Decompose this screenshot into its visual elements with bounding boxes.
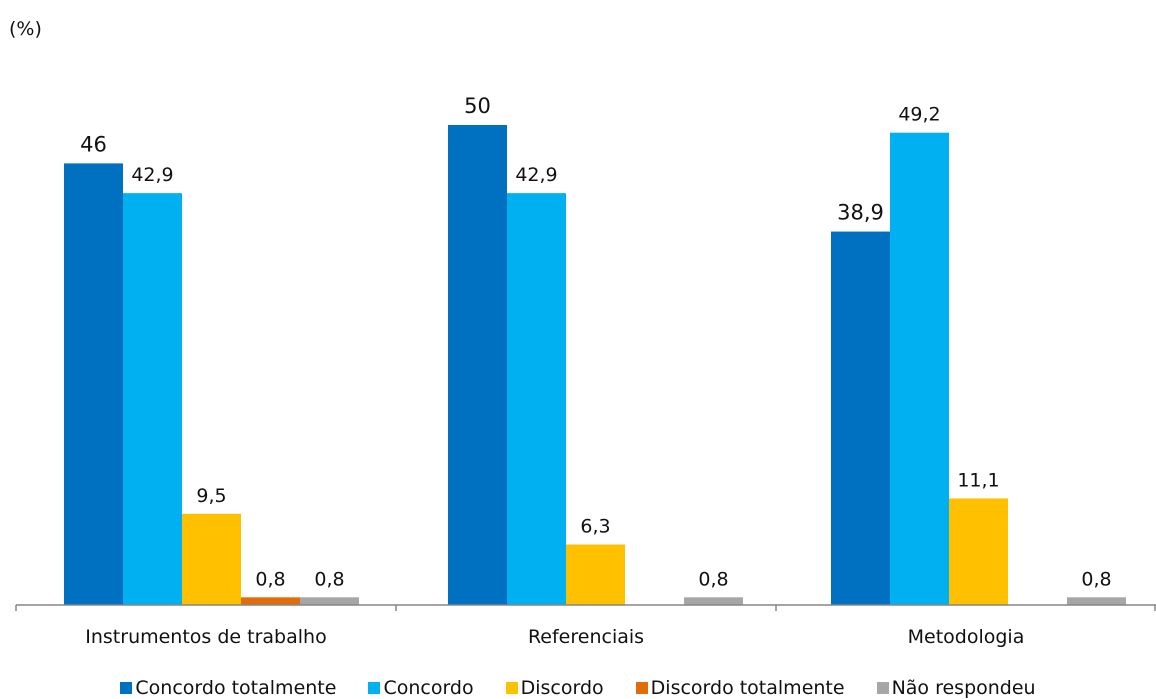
- bar: [507, 193, 566, 605]
- legend-item: Discordo totalmente: [635, 677, 845, 699]
- bars-group: [64, 125, 1126, 605]
- legend-item: Discordo: [505, 677, 604, 699]
- data-label: 0,8: [698, 568, 728, 590]
- legend-label: Discordo: [520, 677, 604, 699]
- bar: [123, 193, 182, 605]
- data-label: 0,8: [314, 568, 344, 590]
- legend-swatch: [120, 682, 133, 694]
- legend-swatch: [368, 682, 381, 694]
- bar: [684, 597, 743, 605]
- bar: [890, 132, 949, 605]
- bar: [182, 513, 241, 605]
- bar: [241, 597, 300, 605]
- bar-chart: 46 42,9 9,5 0,8 0,8 50 42,9 6,3 0,8 38,9 49,2 11,1 0…: [15, 94, 1156, 648]
- data-label: 9,5: [196, 485, 226, 507]
- bar: [949, 498, 1008, 605]
- data-label: 11,1: [957, 469, 999, 491]
- unit-label: (%): [9, 18, 42, 40]
- bar: [64, 163, 123, 605]
- data-label: 0,8: [1081, 568, 1111, 590]
- x-axis: [15, 604, 1156, 611]
- data-label: 42,9: [515, 164, 557, 186]
- legend-item: Concordo totalmente: [120, 677, 336, 699]
- category-label: Metodologia: [908, 626, 1025, 648]
- data-label: 42,9: [131, 164, 173, 186]
- bar: [300, 597, 359, 605]
- legend-label: Discordo totalmente: [650, 677, 845, 699]
- category-label: Instrumentos de trabalho: [85, 626, 326, 648]
- legend-item: Não respondeu: [876, 677, 1036, 699]
- data-label: 0,8: [255, 568, 285, 590]
- bar: [831, 231, 890, 605]
- category-labels-group: Instrumentos de trabalho Referenciais Meto…: [85, 626, 1024, 648]
- category-label: Referenciais: [528, 626, 644, 648]
- legend-swatch: [876, 682, 889, 694]
- data-label: 6,3: [580, 516, 610, 538]
- legend-label: Não respondeu: [891, 677, 1036, 699]
- value-labels-group: 46 42,9 9,5 0,8 0,8 50 42,9 6,3 0,8 38,9 49,2 11,1 0…: [80, 94, 1111, 590]
- data-label: 38,9: [837, 201, 884, 225]
- data-label: 49,2: [898, 104, 940, 126]
- bar: [566, 544, 625, 605]
- legend-swatch: [505, 682, 518, 694]
- legend: Concordo totalmente Concordo Discordo Disco…: [0, 677, 1156, 699]
- legend-item: Concordo: [368, 677, 474, 699]
- data-label: 46: [80, 132, 107, 156]
- legend-label: Concordo: [383, 677, 474, 699]
- bar: [448, 125, 507, 605]
- data-label: 50: [464, 94, 491, 118]
- legend-label: Concordo totalmente: [135, 677, 337, 699]
- legend-swatch: [635, 682, 648, 694]
- bar: [1067, 597, 1126, 605]
